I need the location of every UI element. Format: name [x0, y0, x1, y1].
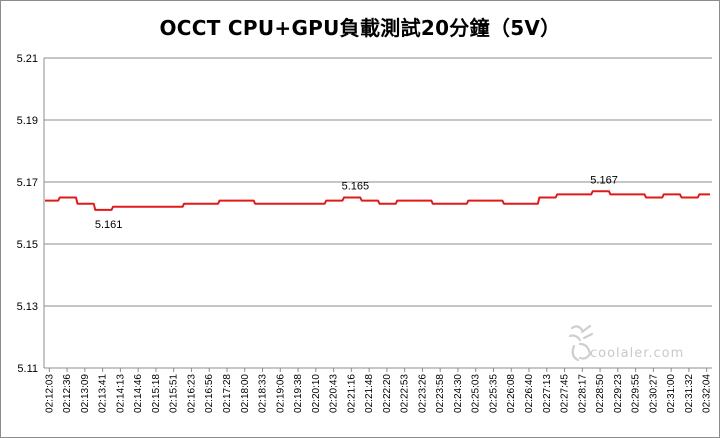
- data-label: 5.161: [95, 219, 123, 231]
- data-point: [119, 206, 122, 208]
- x-tick-label: 02:26:08: [506, 374, 517, 413]
- data-point: [617, 193, 619, 196]
- data-label: 5.165: [342, 181, 370, 193]
- y-tick-label: 5.15: [17, 239, 38, 251]
- data-point: [297, 202, 299, 205]
- x-tick-label: 02:16:23: [186, 374, 197, 413]
- x-tick-label: 02:18:33: [258, 374, 269, 413]
- data-point: [705, 193, 708, 196]
- x-tick-label: 02:16:56: [204, 374, 215, 413]
- data-point: [581, 193, 584, 196]
- x-tick-label: 02:19:06: [275, 374, 286, 413]
- data-point: [545, 196, 548, 199]
- x-tick-label: 02:18:00: [240, 374, 251, 413]
- data-point: [190, 202, 193, 205]
- data-point: [137, 206, 139, 208]
- x-tick-label: 02:27:13: [542, 374, 553, 413]
- x-tick-label: 02:20:43: [329, 374, 340, 413]
- x-tick-label: 02:14:13: [115, 374, 126, 413]
- data-point: [368, 199, 370, 202]
- data-point: [652, 196, 655, 199]
- x-tick-label: 02:17:28: [222, 374, 233, 413]
- data-point: [172, 206, 175, 208]
- x-tick-label: 02:14:46: [133, 374, 144, 413]
- series-line: [45, 190, 710, 211]
- data-point: [688, 196, 690, 199]
- label-layer: 5.161 5.165 5.167: [95, 174, 618, 231]
- x-tick-label: 02:13:41: [98, 374, 109, 413]
- x-tick-label: 02:31:32: [684, 374, 695, 413]
- data-point: [528, 202, 530, 205]
- data-point: [492, 199, 495, 202]
- series-layer: [45, 190, 710, 211]
- x-tick-label: 02:21:48: [364, 374, 375, 413]
- x-tick-label: 02:15:18: [151, 374, 162, 413]
- x-tick-label: 02:23:58: [435, 374, 446, 413]
- data-point: [66, 196, 68, 199]
- x-tick-label: 02:26:40: [524, 374, 535, 413]
- data-point: [279, 202, 282, 205]
- data-point: [457, 202, 459, 205]
- x-tick-label: 02:22:53: [400, 374, 411, 413]
- data-point: [439, 202, 441, 205]
- x-tick-label: 02:19:38: [293, 374, 304, 413]
- data-point: [332, 199, 335, 202]
- chart-title: OCCT CPU+GPU負載測試20分鐘（5V）: [159, 16, 561, 40]
- coolaler-logo-icon: [568, 324, 594, 362]
- data-point: [243, 199, 246, 202]
- data-point: [474, 199, 477, 202]
- x-tick-label: 02:24:30: [453, 374, 464, 413]
- grid-layer: [44, 57, 712, 307]
- x-tick-label: 02:13:09: [80, 374, 91, 413]
- x-tick-label: 02:28:50: [595, 374, 606, 413]
- y-tick-label: 5.19: [17, 115, 38, 127]
- x-tick-label: 02:29:23: [613, 374, 624, 413]
- x-tick-label: 02:25:35: [488, 374, 499, 413]
- y-tick-label: 5.13: [17, 301, 38, 313]
- data-point: [48, 199, 51, 202]
- data-point: [84, 202, 86, 205]
- x-tick-label: 02:25:03: [471, 374, 482, 413]
- x-tick-label: 02:12:36: [62, 374, 73, 413]
- data-point: [226, 199, 228, 202]
- y-tick-label: 5.21: [17, 53, 38, 65]
- x-tick-label: 02:23:26: [417, 374, 428, 413]
- data-point: [563, 193, 566, 196]
- x-tick-label: 02:21:16: [346, 374, 357, 413]
- y-tick-label: 5.11: [17, 363, 38, 375]
- data-point: [670, 193, 672, 196]
- data-point: [421, 199, 424, 202]
- data-point: [350, 196, 353, 199]
- x-tick-label: 02:20:10: [311, 374, 322, 413]
- data-point: [208, 202, 211, 205]
- data-point: [315, 202, 317, 205]
- data-label: 5.167: [590, 174, 618, 186]
- data-point: [510, 202, 513, 205]
- x-tick-label: 02:12:03: [44, 374, 55, 413]
- x-tick-label: 02:27:45: [560, 374, 571, 413]
- data-point: [101, 209, 104, 211]
- axis-layer: 5.11 5.13 5.15 5.17 5.19 5.21 02:12:03 02:12:36…: [17, 53, 713, 413]
- x-tick-label: 02:32:04: [702, 374, 713, 413]
- watermark-text: coolaler.com: [590, 346, 685, 361]
- x-tick-label: 02:28:17: [577, 374, 588, 413]
- data-point: [155, 206, 157, 208]
- x-tick-label: 02:15:51: [169, 374, 180, 413]
- data-point: [599, 190, 601, 193]
- data-point: [403, 199, 406, 202]
- data-point: [386, 202, 388, 205]
- x-tick-label: 02:29:55: [631, 374, 642, 413]
- x-tick-label: 02:31:00: [666, 374, 677, 413]
- x-tick-label: 02:30:27: [648, 374, 659, 413]
- y-tick-label: 5.17: [17, 177, 38, 189]
- data-point: [634, 193, 637, 196]
- x-tick-label: 02:22:20: [382, 374, 393, 413]
- data-point: [261, 202, 264, 205]
